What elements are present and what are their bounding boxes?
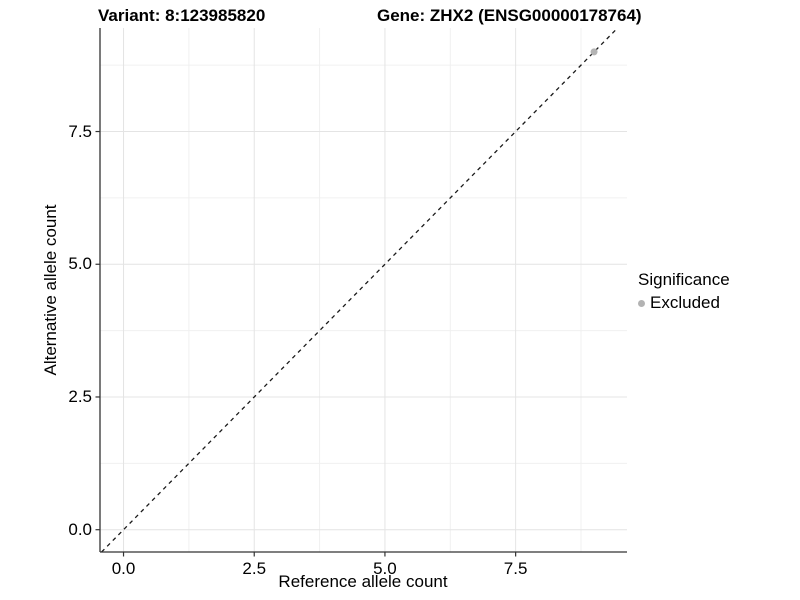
y-tick-label: 2.5 bbox=[68, 386, 92, 406]
y-tick-label: 0.0 bbox=[68, 519, 92, 539]
variant-title: Variant: 8:123985820 bbox=[98, 6, 266, 25]
excluded-point-icon bbox=[638, 299, 645, 307]
identity-line bbox=[101, 27, 619, 553]
gene-title: Gene: ZHX2 (ENSG00000178764) bbox=[377, 6, 642, 25]
y-tick-label: 7.5 bbox=[68, 121, 92, 141]
x-tick-label: 7.5 bbox=[503, 559, 528, 578]
legend-item-excluded: Excluded bbox=[638, 293, 730, 313]
legend: Significance Excluded bbox=[638, 270, 730, 313]
legend-item-label: Excluded bbox=[650, 293, 720, 312]
x-tick-label: 0.0 bbox=[111, 559, 136, 578]
x-axis-title: Reference allele count bbox=[278, 572, 448, 591]
data-point bbox=[590, 48, 598, 56]
legend-title: Significance bbox=[638, 270, 730, 289]
x-tick-label: 5.0 bbox=[373, 559, 397, 578]
y-tick-label: 5.0 bbox=[68, 254, 92, 274]
x-tick-label: 2.5 bbox=[242, 559, 267, 578]
